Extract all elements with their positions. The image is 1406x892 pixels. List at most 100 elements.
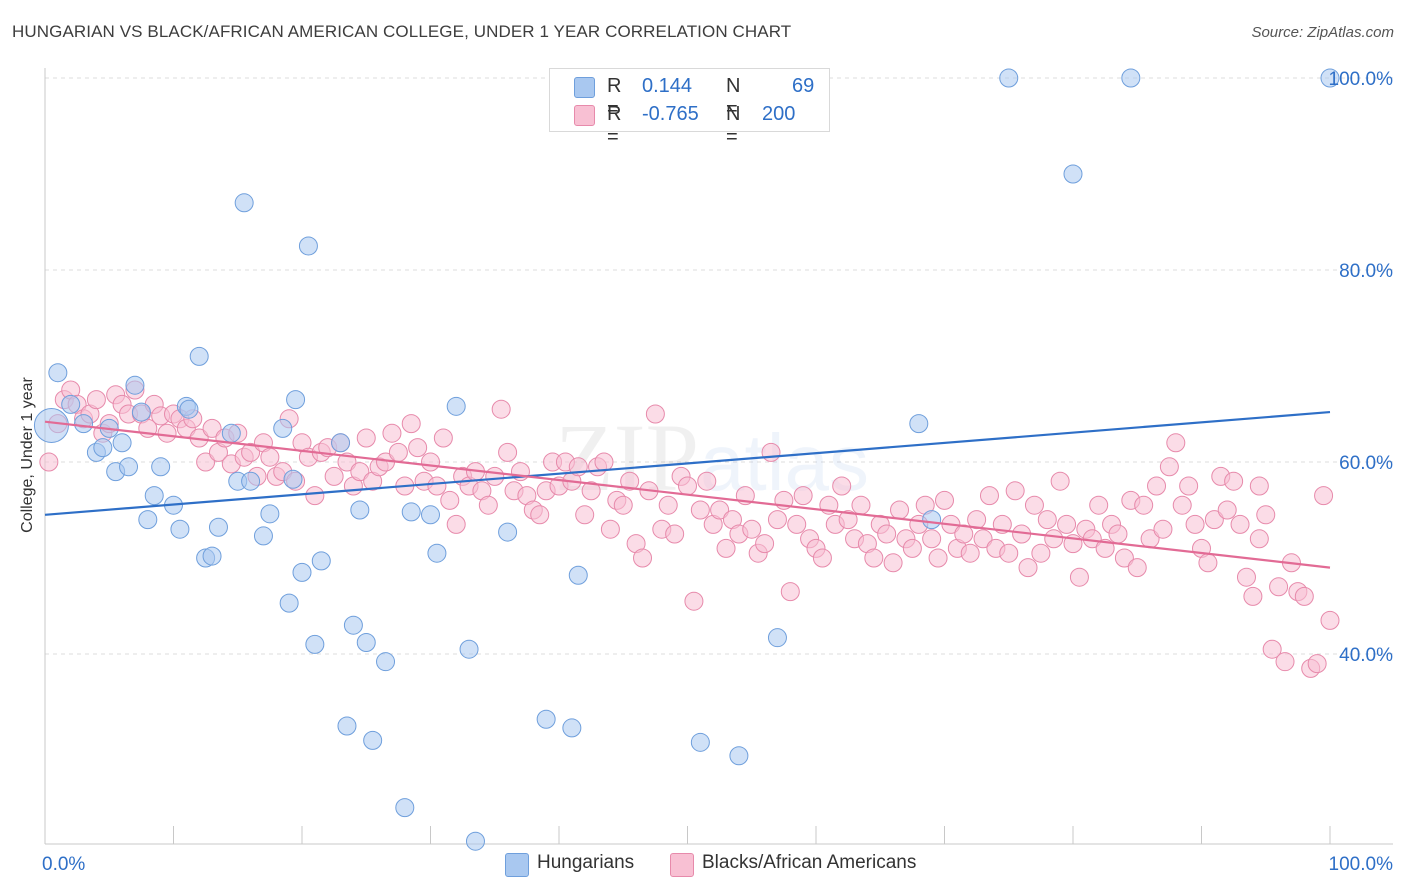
blacks-point bbox=[388, 442, 408, 462]
blacks-point bbox=[600, 519, 620, 539]
blacks-point bbox=[928, 548, 948, 568]
blacks-point bbox=[890, 500, 910, 520]
tick-labels: 40.0% 60.0% 80.0% 100.0% 0.0% 100.0% bbox=[42, 69, 1393, 875]
hungarians-point bbox=[536, 709, 556, 729]
blacks-point bbox=[1153, 519, 1173, 539]
hungarians-point bbox=[909, 414, 929, 434]
blacks-point bbox=[665, 524, 685, 544]
y-tick-label: 40.0% bbox=[1339, 645, 1393, 666]
blacks-point bbox=[902, 538, 922, 558]
blacks-point bbox=[408, 438, 428, 458]
blacks-point bbox=[1307, 654, 1327, 674]
hungarians-point bbox=[119, 457, 139, 477]
legend-n-label: N = bbox=[726, 75, 741, 120]
hungarians-point bbox=[498, 522, 518, 542]
blacks-point bbox=[356, 428, 376, 448]
y-tick-label: 100.0% bbox=[1329, 69, 1394, 90]
blacks-point bbox=[1057, 514, 1077, 534]
blacks-point bbox=[157, 423, 177, 443]
blacks-point bbox=[967, 510, 987, 530]
blacks-point bbox=[86, 390, 106, 410]
blacks-point bbox=[1314, 486, 1334, 506]
blacks-point bbox=[1262, 639, 1282, 659]
blacks-point bbox=[780, 582, 800, 602]
blacks-point bbox=[202, 418, 222, 438]
hungarians-point bbox=[292, 562, 312, 582]
hungarians-trend-line bbox=[44, 410, 1331, 516]
hungarians-point bbox=[48, 363, 68, 383]
blacks-point bbox=[793, 486, 813, 506]
hungarians-point bbox=[170, 519, 190, 539]
blacks-point bbox=[1172, 495, 1192, 515]
hungarians-point bbox=[112, 433, 132, 453]
blacks-point bbox=[1224, 471, 1244, 491]
blacks-point bbox=[935, 490, 954, 510]
hungarians-point bbox=[241, 471, 261, 491]
blacks-point bbox=[767, 510, 787, 530]
blacks-point bbox=[491, 399, 511, 419]
blacks-point bbox=[678, 476, 697, 496]
x-tick-label-min: 0.0% bbox=[42, 854, 85, 875]
source-label: Source: ZipAtlas.com bbox=[1251, 24, 1394, 41]
hungarians-point bbox=[337, 716, 357, 736]
blacks-point bbox=[1159, 457, 1179, 477]
blacks-point bbox=[1050, 471, 1070, 491]
blacks-point bbox=[645, 404, 665, 424]
hungarians-point bbox=[395, 798, 415, 818]
legend-n-label: N = bbox=[726, 103, 741, 148]
blacks-point bbox=[684, 591, 704, 611]
blacks-point bbox=[620, 471, 640, 491]
blacks-point bbox=[1256, 505, 1276, 525]
blacks-point bbox=[883, 553, 903, 573]
y-tick-label: 60.0% bbox=[1339, 453, 1393, 474]
blacks-point bbox=[401, 414, 421, 434]
blacks-point bbox=[658, 495, 678, 515]
blacks-point bbox=[755, 534, 775, 554]
blacks-point bbox=[832, 476, 852, 496]
blacks-point bbox=[633, 548, 653, 568]
blacks-point bbox=[710, 500, 730, 520]
hungarians-point bbox=[922, 510, 942, 530]
blacks-point bbox=[838, 510, 858, 530]
blacks-point bbox=[260, 447, 280, 467]
blacks-point bbox=[530, 505, 550, 525]
blacks-point bbox=[1249, 476, 1269, 496]
legend-swatch-hungarians bbox=[574, 77, 595, 98]
blacks-point bbox=[1230, 514, 1250, 534]
hungarians-point bbox=[562, 718, 582, 738]
blacks-point bbox=[575, 505, 595, 525]
hungarians-point bbox=[305, 634, 325, 654]
blacks-point bbox=[1127, 558, 1147, 578]
blacks-point bbox=[440, 490, 460, 510]
legend-n-value: 200 bbox=[762, 103, 796, 125]
blacks-point bbox=[812, 548, 832, 568]
bottom-legend-label: Blacks/African Americans bbox=[702, 852, 917, 873]
bottom-swatch-hungarians bbox=[505, 853, 529, 877]
hungarians-point bbox=[350, 500, 370, 520]
legend-r-value: 0.144 bbox=[642, 75, 693, 97]
blacks-point bbox=[690, 500, 710, 520]
blacks-point bbox=[324, 466, 344, 486]
hungarians-point bbox=[1063, 164, 1083, 184]
blacks-point bbox=[1095, 538, 1115, 558]
blacks-point bbox=[1294, 586, 1314, 606]
hungarians-point bbox=[356, 632, 376, 652]
blacks-point bbox=[39, 452, 59, 472]
hungarians-point bbox=[363, 730, 383, 750]
blacks-point bbox=[1147, 476, 1167, 496]
legend-r-label: R = bbox=[607, 103, 622, 148]
blacks-point bbox=[421, 452, 440, 472]
legend-n-value: 69 bbox=[792, 75, 815, 97]
hungarians-point bbox=[376, 652, 396, 672]
blacks-point bbox=[1134, 495, 1154, 515]
hungarians-point bbox=[729, 746, 749, 766]
chart-title: HUNGARIAN VS BLACK/AFRICAN AMERICAN COLL… bbox=[12, 22, 792, 41]
hungarians-point bbox=[202, 546, 222, 566]
hungarians-point bbox=[1121, 68, 1141, 88]
hungarians-point bbox=[131, 402, 151, 422]
legend-r-label: R = bbox=[607, 75, 622, 120]
blacks-point bbox=[716, 538, 736, 558]
hungarians-point bbox=[343, 615, 363, 635]
blacks-point bbox=[979, 486, 999, 506]
blacks-point bbox=[1269, 577, 1289, 597]
